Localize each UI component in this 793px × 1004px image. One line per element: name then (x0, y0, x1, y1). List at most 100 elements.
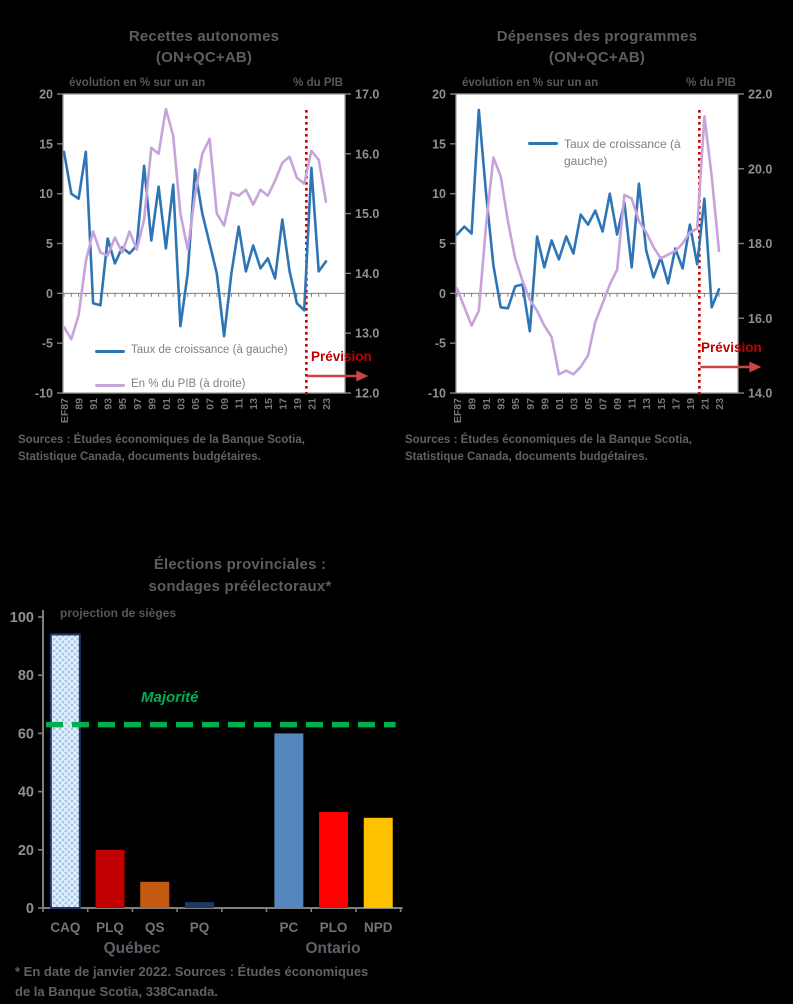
recettes-series-1 (62, 107, 328, 341)
svg-text:93: 93 (496, 398, 508, 410)
svg-text:01: 01 (554, 398, 566, 410)
recettes-title-line2: (ON+QC+AB) (155, 49, 253, 66)
depenses-title-line1: Dépenses des programmes (496, 28, 698, 45)
svg-text:13.0: 13.0 (355, 327, 379, 341)
svg-text:22.0: 22.0 (748, 88, 772, 102)
depenses-legend-growth: Taux de croissance (à gauche) (564, 137, 681, 168)
svg-text:19: 19 (685, 398, 697, 410)
depenses-series-1 (455, 115, 721, 376)
svg-text:99: 99 (146, 398, 158, 410)
svg-text:10: 10 (39, 187, 53, 201)
svg-text:93: 93 (103, 398, 115, 410)
svg-text:07: 07 (598, 398, 610, 410)
bar-label-pq: PQ (190, 920, 210, 935)
svg-text:40: 40 (18, 785, 34, 801)
bar-pq (184, 902, 214, 908)
svg-text:80: 80 (18, 668, 34, 684)
svg-text:-10: -10 (428, 387, 446, 401)
svg-text:15.0: 15.0 (355, 207, 379, 221)
svg-text:5: 5 (439, 237, 446, 251)
recettes-title-line1: Recettes autonomes (128, 28, 280, 45)
svg-text:91: 91 (481, 398, 493, 410)
svg-text:16.0: 16.0 (748, 312, 772, 326)
elections-title-line1: Élections provinciales : (153, 556, 327, 573)
svg-text:97: 97 (525, 398, 537, 410)
svg-text:11: 11 (627, 398, 639, 409)
elections-title-line2: sondages préélectoraux* (148, 578, 332, 595)
svg-text:17.0: 17.0 (355, 88, 379, 102)
bar-label-plo: PLO (320, 920, 348, 935)
svg-text:100: 100 (10, 610, 34, 626)
recettes-legend-pib: En % du PIB (à droite) (131, 378, 246, 390)
svg-text:0: 0 (439, 287, 446, 301)
elections-group-label-quebec: Québec (103, 940, 161, 957)
svg-text:17: 17 (670, 398, 682, 410)
svg-text:EF87: EF87 (452, 398, 464, 423)
recettes-sources-line2: Statistique Canada, documents budgétaire… (18, 451, 261, 463)
depenses-right-axis-caption: % du PIB (686, 77, 736, 89)
elections-footnote: * En date de janvier 2022. Sources : Étu… (15, 962, 395, 1002)
svg-text:13: 13 (641, 398, 653, 410)
svg-text:89: 89 (74, 398, 86, 410)
bar-label-npd: NPD (364, 920, 393, 935)
recettes-sources-line1: Sources : Études économiques de la Banqu… (18, 434, 305, 446)
svg-text:19: 19 (292, 398, 304, 410)
svg-text:13: 13 (248, 398, 260, 410)
recettes-plot: -10-50510152012.013.014.015.016.017.0EF8… (35, 88, 379, 424)
svg-text:14.0: 14.0 (748, 387, 772, 401)
elections-plot: 0 20 40 60 80 100 CAQ PLQ QS PQ PC PLO NPD (10, 610, 403, 935)
depenses-sources-line1: Sources : Études économiques de la Banqu… (405, 434, 692, 446)
svg-text:97: 97 (132, 398, 144, 410)
svg-text:09: 09 (612, 398, 624, 410)
bar-plq (95, 849, 125, 908)
depenses-prevision-label: Prévision (701, 340, 762, 355)
svg-text:23: 23 (714, 398, 726, 410)
elections-axis-caption: projection de sièges (60, 606, 177, 620)
svg-text:-5: -5 (42, 337, 53, 351)
svg-text:91: 91 (88, 398, 100, 410)
svg-text:20: 20 (18, 843, 34, 859)
svg-text:12.0: 12.0 (355, 387, 379, 401)
svg-text:07: 07 (205, 398, 217, 410)
svg-text:20: 20 (432, 88, 446, 102)
svg-text:14.0: 14.0 (355, 267, 379, 281)
bar-qs (140, 881, 170, 908)
svg-text:95: 95 (510, 398, 522, 410)
svg-text:20.0: 20.0 (748, 162, 772, 176)
bar-label-qs: QS (145, 920, 165, 935)
recettes-left-axis-caption: évolution en % sur un an (69, 77, 206, 89)
elections-group-label-ontario: Ontario (305, 940, 361, 957)
recettes-prevision-arrow (356, 370, 369, 382)
svg-text:11: 11 (234, 398, 246, 409)
elections-majority-label: Majorité (141, 689, 199, 706)
bar-pc (274, 733, 304, 908)
bar-caq (49, 633, 81, 910)
recettes-sources: Sources : Études économiques de la Banqu… (18, 432, 378, 466)
depenses-prevision-arrow (749, 361, 762, 373)
bar-plo (319, 811, 349, 908)
recettes-legend-swatch-pib (95, 384, 125, 388)
svg-text:20: 20 (39, 88, 53, 102)
depenses-legend-swatch-growth (528, 142, 558, 146)
svg-text:01: 01 (161, 398, 173, 410)
recettes-series-0 (62, 150, 328, 338)
svg-text:15: 15 (39, 137, 53, 151)
svg-text:60: 60 (18, 726, 34, 742)
svg-text:99: 99 (539, 398, 551, 410)
bar-label-pc: PC (279, 920, 298, 935)
svg-text:0: 0 (46, 287, 53, 301)
svg-text:15: 15 (263, 398, 275, 410)
elections-footnote-line1: * En date de janvier 2022. Sources : Étu… (15, 964, 369, 979)
recettes-prevision-label: Prévision (311, 349, 372, 364)
svg-text:-10: -10 (35, 387, 53, 401)
svg-text:15: 15 (432, 137, 446, 151)
depenses-plot-area (455, 93, 739, 394)
svg-text:5: 5 (46, 237, 53, 251)
bar-npd (363, 817, 393, 908)
svg-text:09: 09 (219, 398, 231, 410)
recettes-right-axis-caption: % du PIB (293, 77, 343, 89)
depenses-title-line2: (ON+QC+AB) (548, 49, 646, 66)
